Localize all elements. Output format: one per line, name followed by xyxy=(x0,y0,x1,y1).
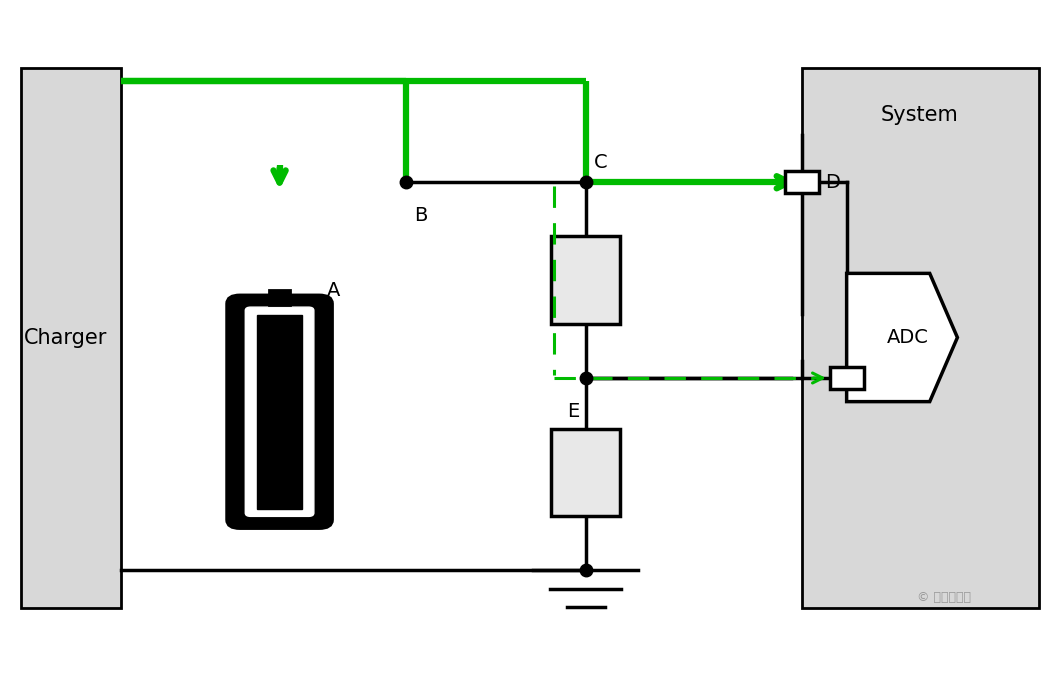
FancyBboxPatch shape xyxy=(269,290,290,305)
FancyBboxPatch shape xyxy=(246,307,314,516)
Text: C: C xyxy=(594,153,608,172)
FancyBboxPatch shape xyxy=(552,429,620,516)
Text: A: A xyxy=(327,281,341,300)
Text: System: System xyxy=(881,105,959,125)
Bar xyxy=(829,367,863,389)
Text: © 工程师看海: © 工程师看海 xyxy=(917,591,972,604)
Polygon shape xyxy=(847,273,958,402)
Bar xyxy=(785,171,819,193)
Text: ADC: ADC xyxy=(886,328,928,347)
FancyBboxPatch shape xyxy=(552,236,620,324)
FancyBboxPatch shape xyxy=(802,68,1039,608)
Text: D: D xyxy=(825,173,840,192)
FancyBboxPatch shape xyxy=(257,315,302,509)
Text: Charger: Charger xyxy=(24,327,108,348)
FancyBboxPatch shape xyxy=(21,68,121,608)
Text: B: B xyxy=(415,206,428,225)
FancyBboxPatch shape xyxy=(228,296,331,528)
Text: E: E xyxy=(567,402,579,421)
